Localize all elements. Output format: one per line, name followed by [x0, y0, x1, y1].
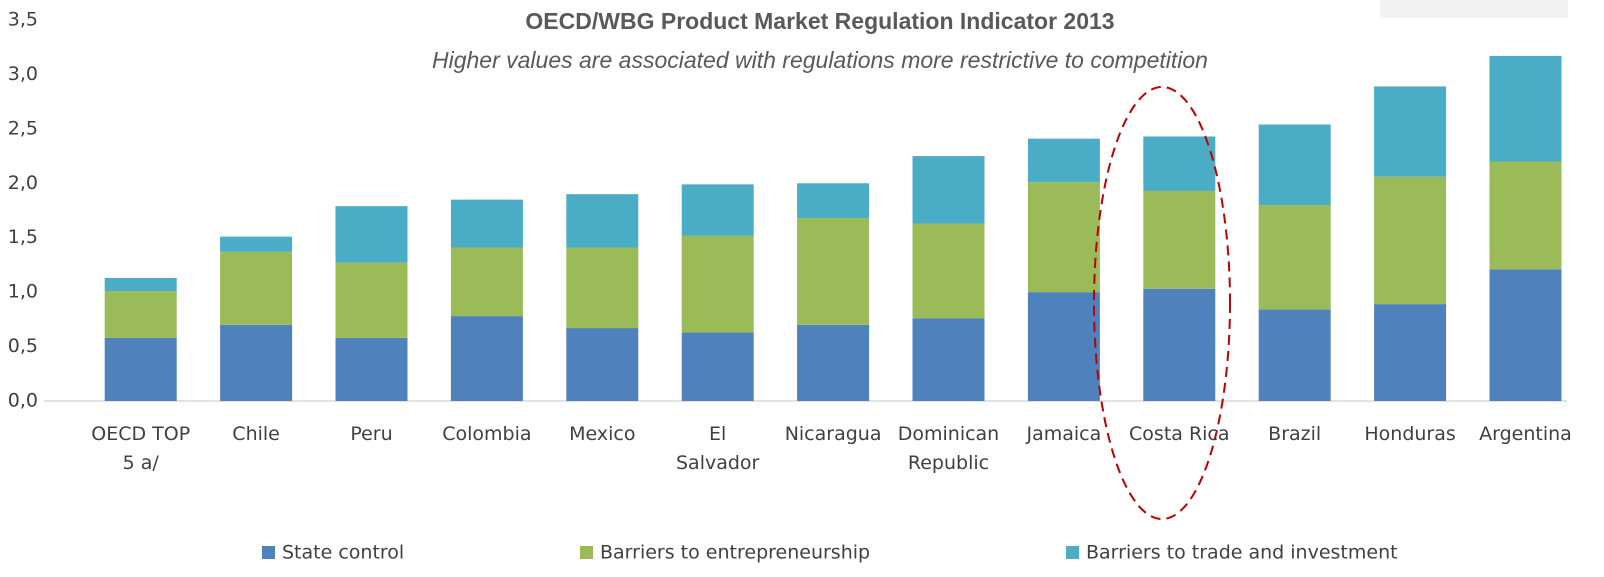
y-tick-label: 3,5: [8, 9, 38, 31]
x-tick-label-box: Dominican Republic: [897, 423, 1000, 474]
highlight-ellipse: [1093, 86, 1231, 520]
bar-segment: [1374, 176, 1447, 305]
legend-swatch: [262, 546, 275, 559]
bar-segment: [912, 223, 985, 319]
x-tick-label-box: Argentina: [1479, 423, 1572, 445]
bar-segment: [450, 316, 523, 401]
legend-label: State control: [282, 542, 404, 564]
bar-segment: [220, 236, 293, 252]
bar-segment: [1027, 182, 1100, 293]
x-tick-label: Honduras: [1364, 423, 1456, 445]
x-tick-label: Brazil: [1268, 423, 1322, 445]
y-tick-label: 2,5: [8, 117, 38, 139]
x-tick-label-box: Costa Rica: [1129, 423, 1230, 445]
bar-segment: [1027, 292, 1100, 401]
x-tick-label-box: Colombia: [442, 423, 532, 445]
y-tick-label: 0,5: [8, 335, 38, 357]
bar-segment: [1258, 205, 1331, 310]
x-tick-label: OECD TOP 5 a/: [91, 423, 191, 474]
x-tick-label-box: El Salvador: [676, 423, 760, 474]
bar-segment: [797, 324, 870, 401]
bar-segment: [912, 156, 985, 224]
x-tick-label: Costa Rica: [1129, 423, 1230, 445]
x-tick-label-box: Jamaica: [1026, 423, 1102, 445]
legend-label: Barriers to entrepreneurship: [600, 542, 870, 564]
chart-title: OECD/WBG Product Market Regulation Indic…: [525, 8, 1114, 34]
bar-segment: [797, 218, 870, 325]
x-tick-label: Jamaica: [1026, 423, 1102, 445]
x-tick-label-box: Brazil: [1268, 423, 1322, 445]
x-tick-label-box: Chile: [232, 423, 280, 445]
chart-subtitle: Higher values are associated with regula…: [432, 47, 1208, 73]
bar-segment: [220, 251, 293, 325]
bar-segment: [1374, 304, 1447, 401]
x-tick-label: Peru: [350, 423, 393, 445]
bar-segment: [681, 332, 754, 401]
x-tick-label-box: Nicaragua: [784, 423, 882, 445]
y-tick-label: 2,0: [8, 172, 38, 194]
bar-segment: [1143, 288, 1216, 401]
bar-segment: [1143, 136, 1216, 191]
x-tick-label-box: Honduras: [1364, 423, 1456, 445]
bar-segment: [220, 324, 293, 401]
y-tick-label: 1,0: [8, 281, 38, 303]
legend-swatch: [580, 546, 593, 559]
bar-segment: [450, 247, 523, 317]
bar-segment: [681, 184, 754, 236]
x-tick-label-box: OECD TOP 5 a/: [91, 423, 191, 474]
x-tick-label: Nicaragua: [784, 423, 882, 445]
bar-segment: [104, 337, 177, 401]
x-tick-label: Argentina: [1479, 423, 1572, 445]
x-tick-label: Dominican Republic: [897, 423, 1000, 474]
bar-segment: [566, 194, 639, 248]
x-tick-label: Chile: [232, 423, 280, 445]
bar-segment: [335, 206, 408, 263]
corner-box: [1380, 0, 1568, 18]
legend-label: Barriers to trade and investment: [1086, 542, 1398, 564]
bar-segment: [1258, 309, 1331, 401]
bar-segment: [1258, 124, 1331, 206]
bar-segment: [1374, 86, 1447, 177]
bar-segment: [1143, 190, 1216, 289]
bar-segment: [566, 247, 639, 329]
bar-segment: [104, 291, 177, 338]
x-tick-label-box: Mexico: [569, 423, 636, 445]
bar-segment: [335, 262, 408, 338]
x-tick-label: Colombia: [442, 423, 532, 445]
bar-segment: [912, 318, 985, 401]
y-tick-label: 0,0: [8, 390, 38, 412]
legend-swatch: [1066, 546, 1079, 559]
bar-segment: [681, 235, 754, 333]
x-tick-label: Mexico: [569, 423, 636, 445]
bar-segment: [566, 328, 639, 401]
bar-segment: [1489, 161, 1562, 270]
y-tick-label: 3,0: [8, 63, 38, 85]
bar-segment: [104, 277, 177, 292]
bar-segment: [335, 337, 408, 401]
x-tick-label-box: Peru: [350, 423, 393, 445]
bar-segment: [1027, 138, 1100, 183]
y-tick-label: 1,5: [8, 226, 38, 248]
bar-segment: [1489, 269, 1562, 401]
bar-segment: [797, 183, 870, 219]
bar-segment: [450, 199, 523, 248]
x-tick-label: El Salvador: [676, 423, 760, 474]
bar-segment: [1489, 55, 1562, 162]
